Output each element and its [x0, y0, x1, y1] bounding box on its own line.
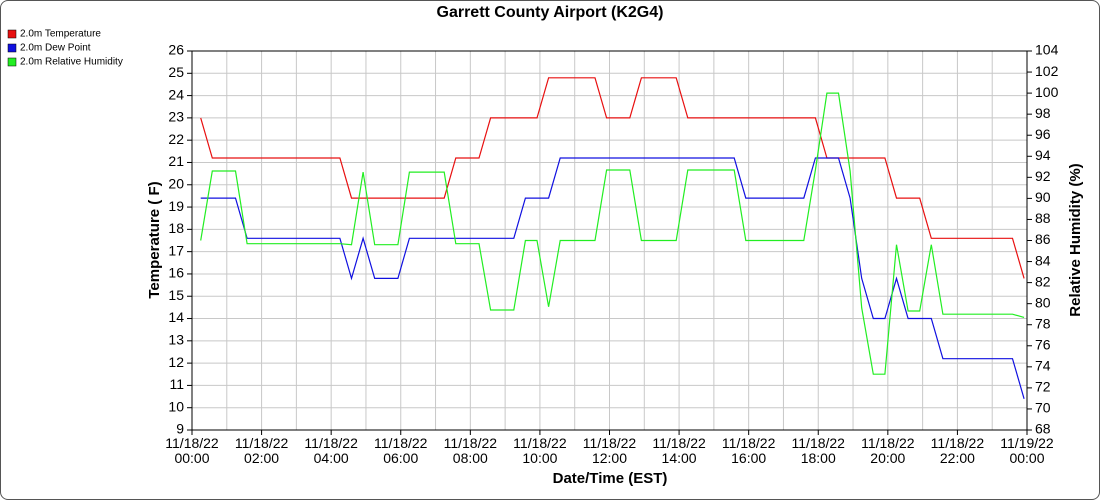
y-tick-label: 11	[169, 376, 184, 392]
series-line	[200, 92, 1025, 375]
y2-tick-label: 74	[1035, 358, 1051, 374]
legend-label: 2.0m Relative Humidity	[20, 57, 123, 68]
y-tick-label: 9	[176, 421, 184, 437]
y-tick-label: 19	[168, 198, 184, 214]
x-tick-label: 11/18/22 02:00	[234, 435, 289, 466]
plot-border	[191, 50, 1028, 431]
x-tick-label: 11/18/22 06:00	[374, 435, 428, 466]
y2-tick-label: 78	[1035, 315, 1051, 331]
y2-tick-label: 104	[1035, 42, 1059, 58]
x-tick-label: 11/19/22 00:00	[1000, 435, 1054, 466]
legend-swatch	[7, 29, 17, 39]
legend-swatch	[7, 57, 17, 67]
y-tick-label: 10	[168, 398, 184, 414]
chart-title: Garrett County Airport (K2G4)	[437, 4, 664, 21]
x-tick-label: 11/18/22 04:00	[304, 435, 358, 466]
series-line	[200, 77, 1025, 279]
x-axis-title: Date/Time (EST)	[553, 470, 668, 487]
y2-tick-label: 80	[1035, 294, 1051, 310]
x-tick-label: 11/18/22 18:00	[791, 435, 845, 466]
y-tick-label: 25	[168, 64, 184, 80]
x-tick-label: 11/18/22 12:00	[582, 435, 637, 466]
y2-tick-label: 86	[1035, 231, 1051, 247]
y-tick-label: 12	[168, 354, 184, 370]
y2-tick-label: 100	[1035, 84, 1059, 100]
y-tick-label: 17	[168, 242, 184, 258]
y2-tick-label: 96	[1035, 126, 1051, 142]
x-tick-label: 11/18/22 16:00	[721, 435, 776, 466]
y2-tick-label: 76	[1035, 336, 1051, 352]
x-tick-label: 11/18/22 10:00	[513, 435, 567, 466]
x-tick-label: 11/18/22 00:00	[165, 435, 219, 466]
x-tick-label: 11/18/22 20:00	[861, 435, 915, 466]
y-tick-label: 21	[168, 153, 184, 169]
y-tick-label: 22	[168, 131, 184, 147]
y-tick-label: 23	[168, 109, 184, 125]
y-tick-label: 18	[168, 220, 184, 236]
series-line	[200, 157, 1025, 399]
legend-swatch	[7, 43, 17, 53]
y2-tick-label: 70	[1035, 400, 1051, 416]
y2-tick-label: 102	[1035, 63, 1059, 79]
y-tick-label: 16	[168, 265, 184, 281]
y2-tick-label: 88	[1035, 210, 1051, 226]
y2-tick-label: 94	[1035, 147, 1051, 163]
y2-axis-title: Relative Humidity (%)	[1067, 163, 1084, 316]
y-tick-label: 14	[168, 309, 184, 325]
x-tick-label: 11/18/22 22:00	[930, 435, 985, 466]
y2-tick-label: 90	[1035, 189, 1051, 205]
legend-label: 2.0m Temperature	[20, 29, 101, 40]
x-tick-label: 11/18/22 08:00	[443, 435, 498, 466]
y-axis-title: Temperature ( F)	[146, 181, 163, 298]
x-tick-label: 11/18/22 14:00	[652, 435, 706, 466]
y2-tick-label: 84	[1035, 252, 1051, 268]
y2-tick-label: 82	[1035, 273, 1051, 289]
y-tick-label: 20	[168, 175, 184, 191]
y2-tick-label: 72	[1035, 379, 1051, 395]
y2-tick-label: 98	[1035, 105, 1051, 121]
y2-tick-label: 92	[1035, 168, 1051, 184]
y2-tick-label: 68	[1035, 421, 1051, 437]
y-tick-label: 13	[168, 332, 184, 348]
y-tick-label: 24	[168, 86, 184, 102]
y-tick-label: 26	[168, 42, 184, 58]
legend-label: 2.0m Dew Point	[20, 43, 91, 54]
y-tick-label: 15	[168, 287, 184, 303]
